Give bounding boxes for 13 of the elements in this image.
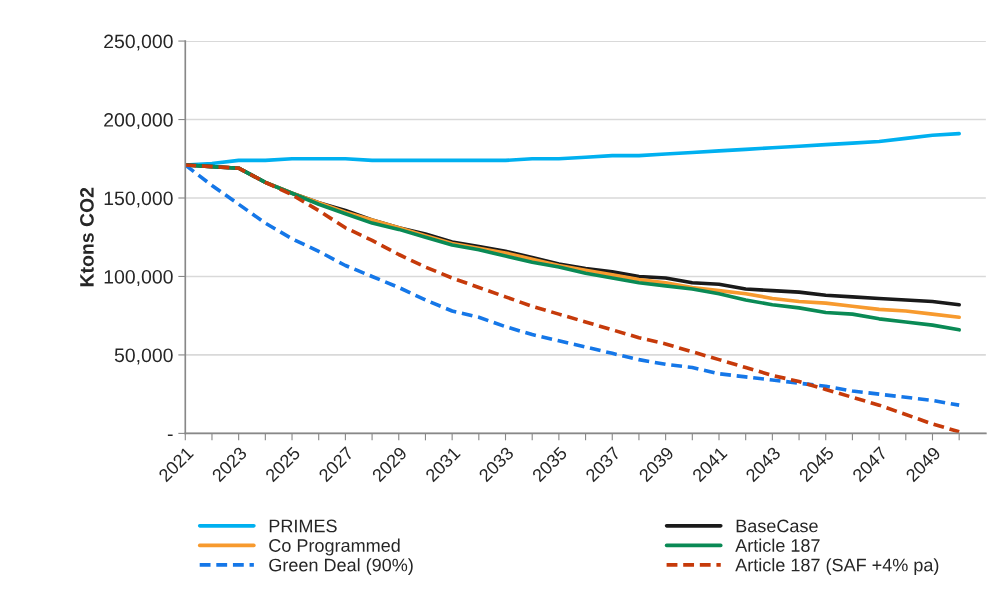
y-tick-label: 250,000 xyxy=(104,34,173,51)
y-tick-label: 100,000 xyxy=(104,269,173,286)
legend-label: BaseCase xyxy=(736,519,818,533)
legend-label: Green Deal (90%) xyxy=(269,558,413,575)
y-axis-title: Ktons CO2 xyxy=(80,187,94,287)
legend-label: Article 187 (SAF +4% pa) xyxy=(735,558,939,575)
y-tick-label: 150,000 xyxy=(104,191,173,208)
legend-label: PRIMES xyxy=(269,519,337,533)
y-tick-label: 200,000 xyxy=(104,113,173,130)
y-tick-label: 50,000 xyxy=(114,348,173,365)
y-tick-label: - xyxy=(167,434,173,437)
legend-label: Co Programmed xyxy=(269,538,400,556)
legend-label: Article 187 xyxy=(735,538,820,552)
